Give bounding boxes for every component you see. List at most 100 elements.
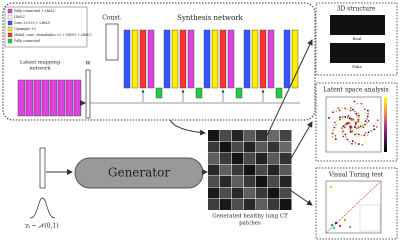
point xyxy=(375,125,378,128)
point xyxy=(356,102,359,105)
patch xyxy=(220,130,232,141)
patch xyxy=(268,164,280,176)
patch xyxy=(232,141,244,153)
point xyxy=(349,109,352,112)
arrow xyxy=(289,121,313,161)
arrow xyxy=(169,119,206,136)
synthesis-layer xyxy=(179,29,187,89)
legend-label: Fully connected + LReLU xyxy=(14,9,56,13)
synthesis-layer xyxy=(211,29,219,89)
synthesis-layer xyxy=(275,87,283,99)
scatter xyxy=(328,100,379,146)
point xyxy=(360,102,363,105)
fc-layer xyxy=(57,79,66,117)
panel-turing: Visual Turing test xyxy=(315,167,398,240)
point xyxy=(334,121,336,124)
point xyxy=(364,111,367,114)
legend-label: LReLU xyxy=(14,15,25,19)
point xyxy=(356,114,358,117)
patch xyxy=(208,130,220,141)
point xyxy=(341,127,343,130)
caption: patches xyxy=(239,221,261,227)
patch xyxy=(268,130,280,141)
patch xyxy=(256,153,268,164)
z-label: zᵢ ~ 𝒩(0,1) xyxy=(25,223,58,230)
point xyxy=(329,185,333,189)
mapping-label: Latent mapping xyxy=(20,60,61,66)
plot-frame xyxy=(325,96,382,153)
point xyxy=(331,135,334,138)
gaussian xyxy=(29,197,56,219)
patch xyxy=(256,176,268,187)
patch xyxy=(280,199,292,210)
const-block xyxy=(105,23,119,61)
patch xyxy=(232,164,244,176)
point xyxy=(332,226,336,230)
legend-swatch xyxy=(7,14,13,20)
legend-label: Conv 3×3×3 + LReLU xyxy=(14,21,51,25)
point xyxy=(338,118,341,121)
patch xyxy=(244,176,256,187)
point xyxy=(361,124,364,127)
point xyxy=(331,132,334,135)
patch xyxy=(220,164,232,176)
point xyxy=(345,124,348,127)
image-label: Fake xyxy=(352,64,362,69)
patch xyxy=(280,141,292,153)
point xyxy=(332,123,334,126)
patch xyxy=(268,199,280,210)
point xyxy=(334,134,337,137)
legend-label: Fully connected xyxy=(14,39,40,43)
point xyxy=(333,126,336,129)
point xyxy=(346,116,349,119)
synthesis-layer xyxy=(283,29,291,89)
synthesis-layer xyxy=(187,29,195,89)
fc-layer xyxy=(41,79,50,117)
point xyxy=(341,115,344,118)
point xyxy=(357,116,360,119)
point xyxy=(354,141,357,144)
point xyxy=(346,138,349,141)
point xyxy=(334,221,338,225)
point xyxy=(348,225,352,229)
patch xyxy=(232,199,244,210)
patch xyxy=(280,130,292,141)
point xyxy=(337,107,340,110)
point xyxy=(364,141,367,144)
point xyxy=(357,143,360,145)
point xyxy=(358,114,360,117)
point xyxy=(351,119,354,122)
patch xyxy=(220,176,232,187)
synthesis-layer xyxy=(171,29,179,89)
point xyxy=(335,110,338,112)
patch xyxy=(232,130,244,141)
synthesis-layer xyxy=(163,29,171,89)
point xyxy=(364,120,367,123)
legend-label: Upsample ×2 xyxy=(14,27,36,31)
point xyxy=(344,123,346,126)
patch xyxy=(244,130,256,141)
point xyxy=(350,118,353,121)
point xyxy=(343,126,346,129)
point xyxy=(340,107,343,109)
synthesis-layer xyxy=(267,29,275,89)
arrow xyxy=(289,189,313,206)
point xyxy=(351,142,353,145)
z-vector xyxy=(39,147,46,189)
point xyxy=(344,107,347,110)
mapping-label: network xyxy=(30,66,52,72)
point xyxy=(354,121,357,124)
patch xyxy=(268,176,280,187)
w-vector xyxy=(85,69,91,119)
legend-swatch xyxy=(7,20,13,26)
patch xyxy=(244,199,256,210)
fc-layer xyxy=(17,79,26,117)
fc-layer xyxy=(65,79,74,117)
point xyxy=(344,133,347,136)
synthesis-title: Synthesis network xyxy=(177,14,243,22)
synthesis-layer xyxy=(131,29,139,89)
point xyxy=(357,125,360,128)
point xyxy=(366,115,369,118)
patch xyxy=(208,176,220,187)
point xyxy=(357,118,360,121)
